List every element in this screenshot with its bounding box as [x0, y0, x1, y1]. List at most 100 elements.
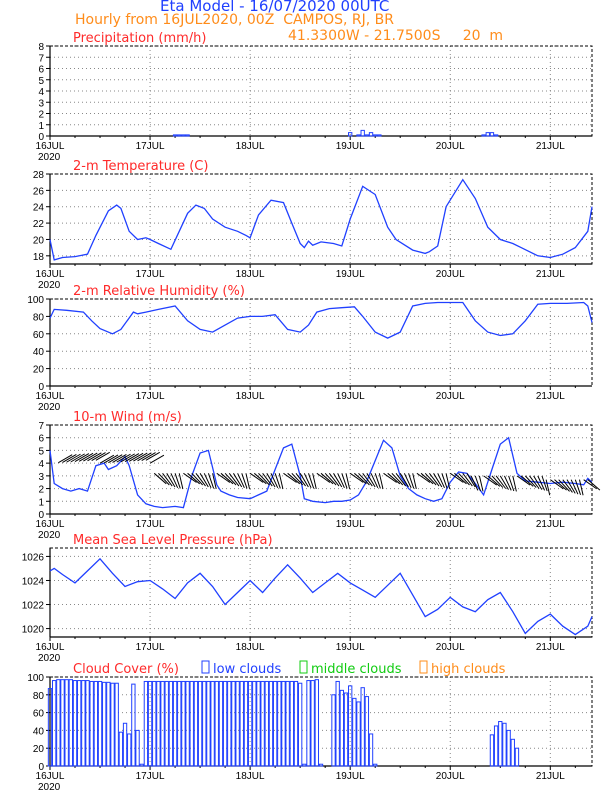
wind-barb [128, 452, 144, 462]
pressure-xtick-label: 20JUL [436, 642, 465, 653]
wind-barb [195, 473, 206, 487]
wind-barb [445, 473, 451, 490]
cloud-cover-bar [352, 697, 357, 767]
wind-barb [87, 452, 102, 462]
legend-label-3: high clouds [431, 662, 506, 677]
cloud-cover-bar [81, 680, 86, 767]
wind-barb [503, 475, 512, 491]
precipitation-ytick-label: 4 [38, 87, 44, 98]
humidity-frame [49, 298, 593, 387]
pressure-ytick-label: 1020 [22, 625, 45, 636]
wind-barb [187, 472, 200, 485]
precipitation-ytick-label: 7 [38, 53, 44, 64]
wind-barb [474, 475, 481, 492]
wind-barb [237, 473, 245, 489]
wind-barb [354, 472, 367, 485]
wind-barb [378, 473, 384, 490]
wind-xtick-label: 20JUL [436, 519, 465, 530]
temperature-title: 2-m Temperature (C) [73, 159, 208, 174]
wind-barb [403, 473, 412, 489]
wind-barb [283, 472, 297, 483]
wind-ytick-label: 4 [38, 459, 44, 470]
wind-barb [262, 473, 273, 487]
cloud-cover-bar [264, 680, 269, 767]
cloud-cover-xtick-label: 17JUL [136, 771, 165, 782]
wind-barb [170, 473, 179, 489]
humidity-year-label: 2020 [38, 402, 61, 413]
wind-barb [141, 452, 156, 462]
wind-barb [312, 473, 317, 490]
pressure-xtick-label: 21JUL [536, 642, 565, 653]
wind-barb [207, 473, 215, 489]
wind-barb [483, 475, 497, 486]
wind-barb [520, 475, 534, 487]
wind-barb [495, 475, 507, 489]
wind-barb [328, 473, 340, 487]
cloud-cover-bar [227, 680, 232, 767]
cloud-cover-bar [277, 680, 282, 767]
wind-barb [416, 472, 431, 483]
temperature-xtick-label: 16JUL [36, 269, 65, 280]
wind-barb [583, 479, 598, 490]
humidity-ytick-label: 40 [33, 347, 45, 358]
cloud-cover-bar [339, 689, 345, 767]
cloud-cover-bar [268, 680, 274, 767]
wind-ytick-label: 7 [38, 421, 44, 432]
cloud-cover-bar [193, 680, 199, 767]
cloud-cover-bar [318, 763, 324, 767]
wind-barb [158, 472, 170, 486]
temperature-line [49, 178, 593, 261]
cloud-cover-bar [373, 763, 378, 767]
humidity-ytick-label: 80 [33, 312, 45, 323]
humidity-ytick-label: 20 [33, 365, 45, 376]
cloud-cover-bar [364, 696, 370, 767]
cloud-cover-bar [343, 692, 349, 767]
cloud-cover-bar [127, 733, 132, 767]
wind-barb [562, 479, 573, 493]
precipitation-year-label: 2020 [38, 152, 61, 163]
wind-barb [516, 475, 531, 486]
cloud-cover-bar [247, 680, 253, 767]
temperature-ytick-label: 24 [33, 203, 45, 214]
precipitation-xtick-label: 21JUL [536, 141, 565, 152]
cloud-cover-bar [218, 680, 224, 767]
wind-barb [241, 473, 248, 489]
wind-ytick-label: 3 [38, 472, 44, 483]
legend-label-1: low clouds [213, 662, 282, 677]
wind-barb [399, 473, 409, 488]
wind-barb [524, 475, 537, 488]
wind-barb [533, 475, 543, 490]
wind-barb [387, 472, 401, 485]
cloud-cover-bar [239, 680, 244, 767]
precipitation-bar [373, 134, 378, 137]
precipitation-bar [172, 134, 178, 137]
cloud-cover-xtick-label: 16JUL [36, 771, 65, 782]
temperature-xtick-label: 19JUL [336, 269, 365, 280]
cloud-cover-bar [147, 680, 153, 767]
cloud-cover-bar [131, 683, 136, 767]
cloud-cover-bar [202, 680, 207, 767]
cloud-cover-bar [514, 747, 520, 767]
wind-ytick-label: 6 [38, 434, 44, 445]
cloud-cover-bar [72, 680, 78, 767]
wind-barb [420, 472, 434, 485]
wind-barb [58, 454, 73, 464]
wind-barb [220, 472, 234, 485]
wind-barb [462, 473, 473, 487]
cloud-cover-bar [252, 680, 257, 767]
cloud-cover-bar [356, 701, 361, 767]
cloud-cover-xtick-label: 18JUL [236, 771, 265, 782]
cloud-cover-bar [489, 734, 495, 767]
wind-barb [366, 473, 376, 488]
wind-barb [587, 479, 601, 491]
precipitation-ytick-label: 3 [38, 98, 44, 109]
wind-xtick-label: 17JUL [136, 519, 165, 530]
wind-barb [458, 472, 470, 486]
wind-barb [449, 472, 464, 483]
cloud-cover-bar [122, 722, 128, 767]
wind-barb [153, 472, 167, 485]
wind-barb [278, 473, 284, 490]
wind-barb [291, 472, 304, 486]
cloud-cover-bar [143, 680, 149, 767]
